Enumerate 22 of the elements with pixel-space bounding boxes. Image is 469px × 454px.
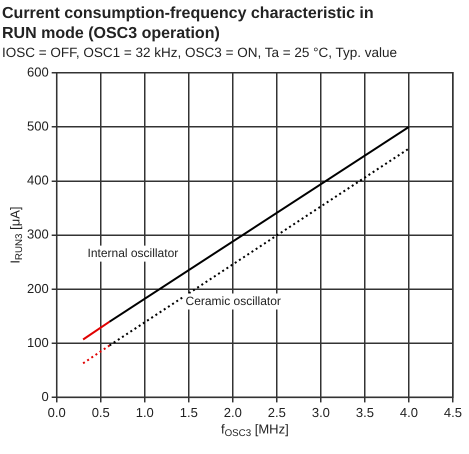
x-tick-label: 2.5 — [268, 404, 286, 420]
x-tick-label: 1.0 — [136, 404, 154, 420]
y-axis-title: IRUN3 [μA] — [8, 206, 25, 264]
x-tick-label: 4.5 — [444, 404, 462, 420]
x-tick-label: 0.0 — [48, 404, 66, 420]
y-tick-label: 200 — [26, 280, 49, 296]
x-tick-label: 3.5 — [356, 404, 374, 420]
y-tick-label: 600 — [26, 64, 49, 80]
x-tick-label: 3.0 — [312, 404, 330, 420]
y-tick-label: 500 — [26, 118, 49, 134]
chart-subtitle: IOSC = OFF, OSC1 = 32 kHz, OSC3 = ON, Ta = 25 °C, Typ. value — [2, 44, 398, 62]
series-label: Ceramic oscillator — [186, 294, 281, 308]
y-tick-label: 300 — [26, 226, 49, 242]
x-tick-label: 2.0 — [224, 404, 242, 420]
x-tick-label: 1.5 — [180, 404, 198, 420]
y-tick-label: 0 — [41, 388, 49, 404]
chart-title: Current consumption-frequency characteristic in RUN mode (OSC3 operation) — [2, 4, 375, 44]
y-tick-label: 100 — [26, 334, 49, 350]
series-label: Internal oscillator — [88, 246, 178, 260]
x-tick-label: 0.5 — [92, 404, 110, 420]
y-tick-label: 400 — [26, 172, 49, 188]
x-tick-label: 4.0 — [400, 404, 418, 420]
